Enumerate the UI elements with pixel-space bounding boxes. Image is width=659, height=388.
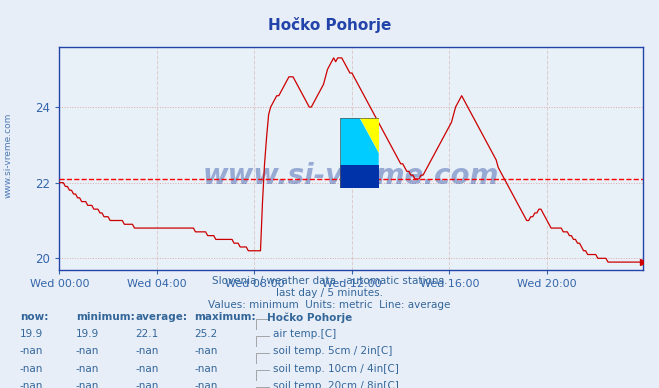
- Text: www.si-vreme.com: www.si-vreme.com: [4, 113, 13, 198]
- Polygon shape: [341, 165, 379, 188]
- Text: Values: minimum  Units: metric  Line: average: Values: minimum Units: metric Line: aver…: [208, 300, 451, 310]
- Text: 19.9: 19.9: [20, 329, 43, 340]
- Text: air temp.[C]: air temp.[C]: [273, 329, 337, 340]
- Text: 25.2: 25.2: [194, 329, 217, 340]
- Text: maximum:: maximum:: [194, 312, 256, 322]
- Text: last day / 5 minutes.: last day / 5 minutes.: [276, 288, 383, 298]
- Text: -nan: -nan: [135, 364, 158, 374]
- Text: -nan: -nan: [194, 364, 217, 374]
- Text: www.si-vreme.com: www.si-vreme.com: [203, 162, 499, 190]
- Text: soil temp. 10cm / 4in[C]: soil temp. 10cm / 4in[C]: [273, 364, 399, 374]
- Text: Slovenia / weather data - automatic stations.: Slovenia / weather data - automatic stat…: [212, 276, 447, 286]
- Text: -nan: -nan: [76, 364, 99, 374]
- Text: soil temp. 5cm / 2in[C]: soil temp. 5cm / 2in[C]: [273, 346, 393, 357]
- Polygon shape: [360, 118, 379, 153]
- Text: soil temp. 20cm / 8in[C]: soil temp. 20cm / 8in[C]: [273, 381, 399, 388]
- Text: -nan: -nan: [135, 346, 158, 357]
- Text: -nan: -nan: [20, 381, 43, 388]
- Text: Hočko Pohorje: Hočko Pohorje: [268, 17, 391, 33]
- Text: minimum:: minimum:: [76, 312, 134, 322]
- Text: -nan: -nan: [194, 346, 217, 357]
- Text: -nan: -nan: [20, 364, 43, 374]
- Text: 19.9: 19.9: [76, 329, 99, 340]
- Text: -nan: -nan: [135, 381, 158, 388]
- Text: 22.1: 22.1: [135, 329, 158, 340]
- Text: average:: average:: [135, 312, 187, 322]
- Text: -nan: -nan: [76, 381, 99, 388]
- Text: now:: now:: [20, 312, 48, 322]
- Text: -nan: -nan: [194, 381, 217, 388]
- Text: Hočko Pohorje: Hočko Pohorje: [267, 312, 352, 323]
- Text: -nan: -nan: [20, 346, 43, 357]
- Text: -nan: -nan: [76, 346, 99, 357]
- Polygon shape: [341, 118, 379, 188]
